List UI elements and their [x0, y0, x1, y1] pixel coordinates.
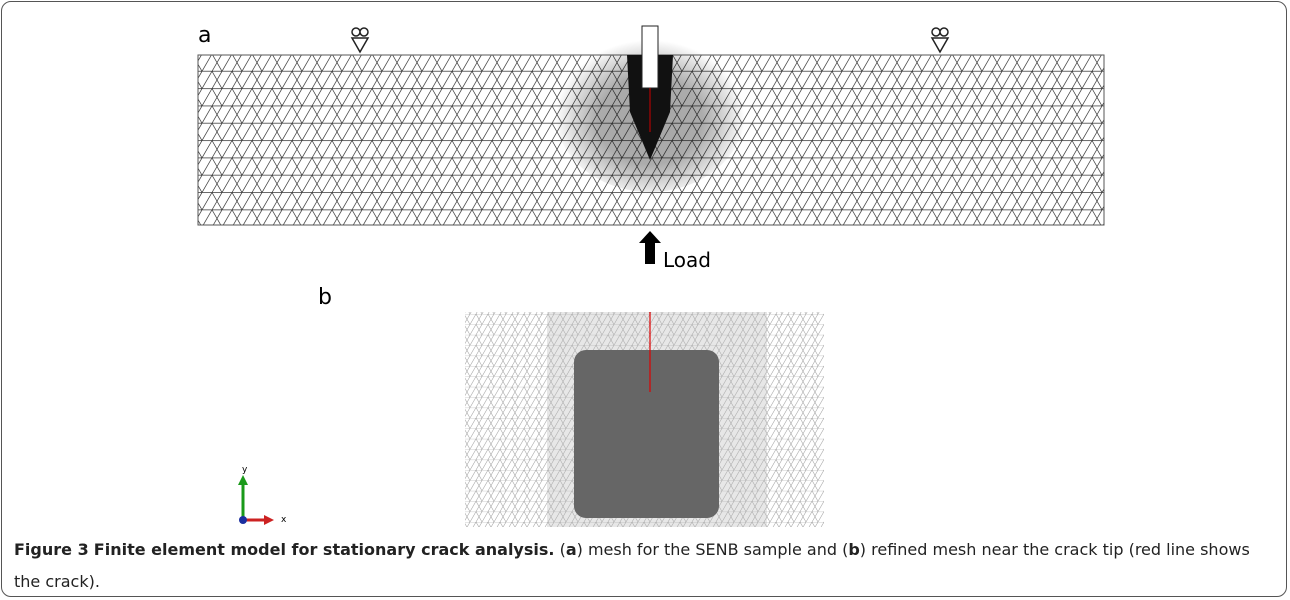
notch — [642, 26, 658, 88]
panel-label: b — [318, 285, 332, 310]
axis-triad — [238, 475, 274, 525]
caption-ref: b — [848, 540, 859, 559]
panel-label: a — [198, 23, 211, 48]
caption-title: Finite element model for stationary crac… — [94, 540, 555, 559]
refined-square — [574, 350, 719, 518]
axis-label: x — [281, 515, 287, 525]
load-label: Load — [663, 248, 711, 272]
figure-label: Figure 3 — [14, 540, 89, 559]
caption: Figure 3 Finite element model for statio… — [14, 534, 1276, 597]
caption-ref: a — [566, 540, 577, 559]
load-arrow — [639, 231, 661, 264]
axis-label: y — [242, 465, 248, 475]
figure: a Load b y x Figure 3 Finite element mod… — [1, 1, 1287, 597]
figure-graphics: a Load b y x — [2, 2, 1287, 532]
caption-text: ) mesh for the SENB sample and ( — [577, 540, 849, 559]
